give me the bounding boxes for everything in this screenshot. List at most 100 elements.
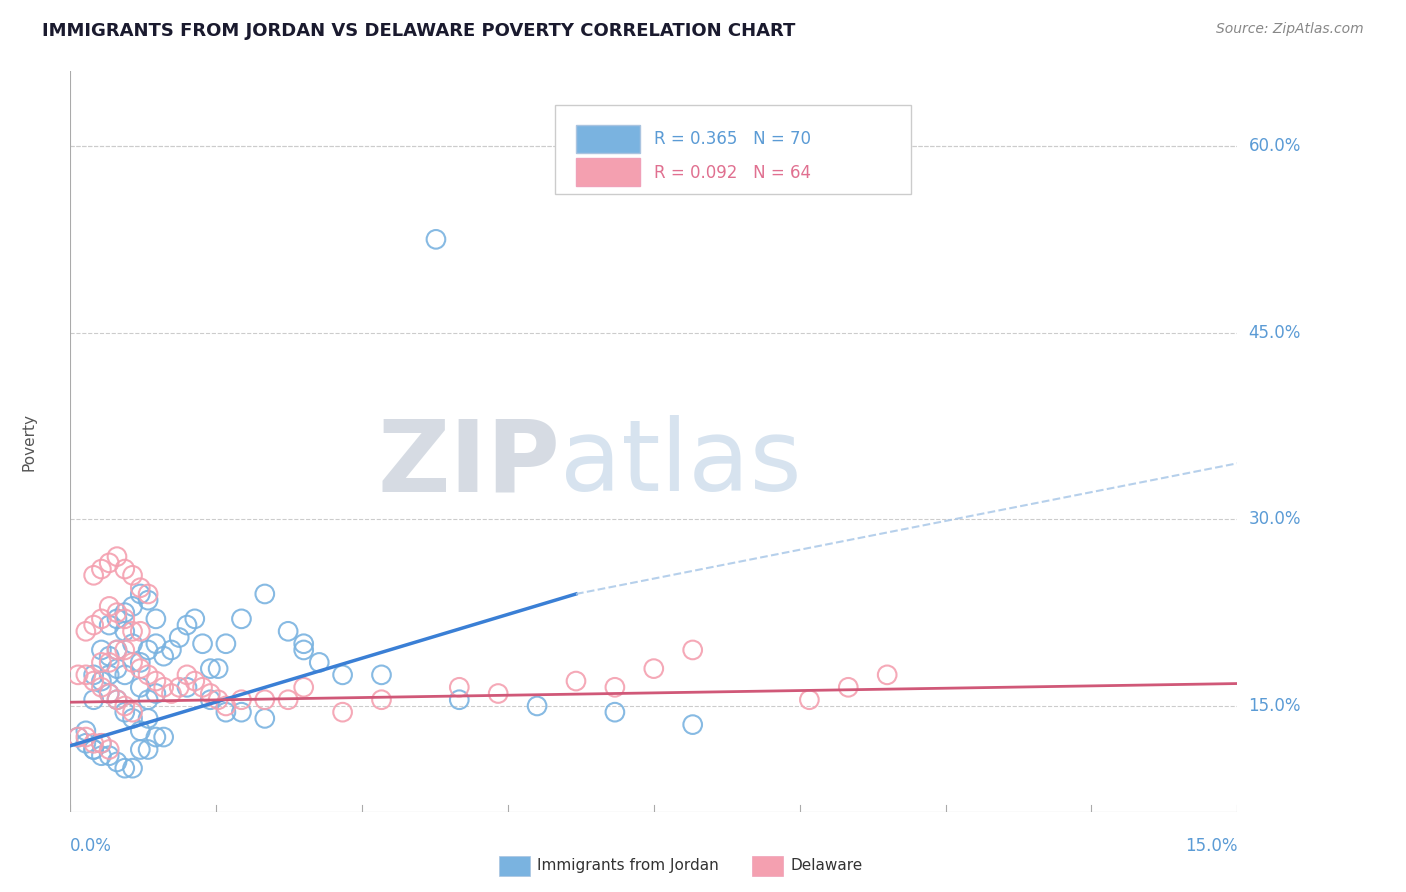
Point bbox=[75, 736, 97, 750]
Point bbox=[83, 674, 105, 689]
Point bbox=[145, 674, 167, 689]
Point bbox=[121, 568, 143, 582]
Point bbox=[83, 692, 105, 706]
Point bbox=[152, 649, 174, 664]
Point bbox=[98, 748, 121, 763]
Point bbox=[191, 637, 214, 651]
Point bbox=[176, 668, 198, 682]
Point bbox=[90, 674, 112, 689]
Point bbox=[105, 643, 128, 657]
Point bbox=[98, 656, 121, 670]
Point bbox=[526, 698, 548, 713]
Point bbox=[105, 643, 128, 657]
Point bbox=[129, 742, 152, 756]
Point bbox=[121, 656, 143, 670]
Point bbox=[136, 668, 159, 682]
Point bbox=[90, 643, 112, 657]
Point bbox=[191, 681, 214, 695]
Point bbox=[114, 624, 136, 639]
Point bbox=[332, 668, 354, 682]
Point bbox=[105, 692, 128, 706]
Point bbox=[114, 668, 136, 682]
Point bbox=[215, 698, 238, 713]
Point bbox=[129, 581, 152, 595]
Point bbox=[90, 612, 112, 626]
Point bbox=[121, 705, 143, 719]
Text: Delaware: Delaware bbox=[790, 858, 862, 872]
Point bbox=[114, 612, 136, 626]
Point bbox=[292, 643, 315, 657]
Point bbox=[90, 748, 112, 763]
Point bbox=[105, 612, 128, 626]
Point bbox=[145, 612, 167, 626]
Point bbox=[200, 692, 222, 706]
Point bbox=[129, 681, 152, 695]
Point bbox=[370, 692, 392, 706]
Point bbox=[145, 730, 167, 744]
Point bbox=[105, 692, 128, 706]
Point bbox=[277, 624, 299, 639]
Point bbox=[643, 662, 665, 676]
Point bbox=[98, 649, 121, 664]
Text: 15.0%: 15.0% bbox=[1249, 697, 1301, 715]
Point bbox=[167, 631, 190, 645]
Point bbox=[83, 736, 105, 750]
Point bbox=[682, 643, 704, 657]
Point bbox=[207, 662, 229, 676]
Text: IMMIGRANTS FROM JORDAN VS DELAWARE POVERTY CORRELATION CHART: IMMIGRANTS FROM JORDAN VS DELAWARE POVER… bbox=[42, 22, 796, 40]
Point bbox=[129, 624, 152, 639]
Text: ZIP: ZIP bbox=[378, 416, 561, 512]
Point bbox=[136, 711, 159, 725]
Text: 30.0%: 30.0% bbox=[1249, 510, 1301, 528]
Point bbox=[67, 730, 90, 744]
Point bbox=[136, 643, 159, 657]
Point bbox=[114, 606, 136, 620]
Point bbox=[425, 232, 447, 246]
Point bbox=[83, 568, 105, 582]
Point bbox=[121, 624, 143, 639]
Point bbox=[253, 692, 276, 706]
Point bbox=[152, 681, 174, 695]
Point bbox=[67, 668, 90, 682]
Point bbox=[145, 686, 167, 700]
Point bbox=[98, 742, 121, 756]
Point bbox=[83, 742, 105, 756]
Point bbox=[98, 556, 121, 570]
Text: atlas: atlas bbox=[561, 416, 801, 512]
Point bbox=[75, 624, 97, 639]
Point bbox=[75, 730, 97, 744]
Point bbox=[486, 686, 509, 700]
Text: 0.0%: 0.0% bbox=[70, 837, 112, 855]
Point bbox=[370, 668, 392, 682]
Point bbox=[136, 587, 159, 601]
Point bbox=[121, 711, 143, 725]
Point bbox=[105, 606, 128, 620]
Point bbox=[215, 637, 238, 651]
Point bbox=[308, 656, 330, 670]
Point bbox=[75, 668, 97, 682]
Point bbox=[799, 692, 821, 706]
Point bbox=[184, 612, 207, 626]
Point bbox=[98, 599, 121, 614]
Point bbox=[121, 761, 143, 775]
Point bbox=[449, 692, 471, 706]
Point bbox=[114, 562, 136, 576]
FancyBboxPatch shape bbox=[575, 125, 640, 153]
Point bbox=[231, 705, 253, 719]
Point bbox=[90, 681, 112, 695]
Point bbox=[603, 705, 626, 719]
Point bbox=[184, 674, 207, 689]
Point bbox=[332, 705, 354, 719]
Point bbox=[129, 656, 152, 670]
Point bbox=[449, 681, 471, 695]
Text: R = 0.092   N = 64: R = 0.092 N = 64 bbox=[654, 164, 811, 182]
Point bbox=[129, 723, 152, 738]
Text: 15.0%: 15.0% bbox=[1185, 837, 1237, 855]
Point bbox=[160, 643, 183, 657]
Point bbox=[200, 686, 222, 700]
Point bbox=[98, 686, 121, 700]
Point bbox=[152, 730, 174, 744]
Point bbox=[114, 643, 136, 657]
Point bbox=[98, 618, 121, 632]
Point bbox=[83, 742, 105, 756]
